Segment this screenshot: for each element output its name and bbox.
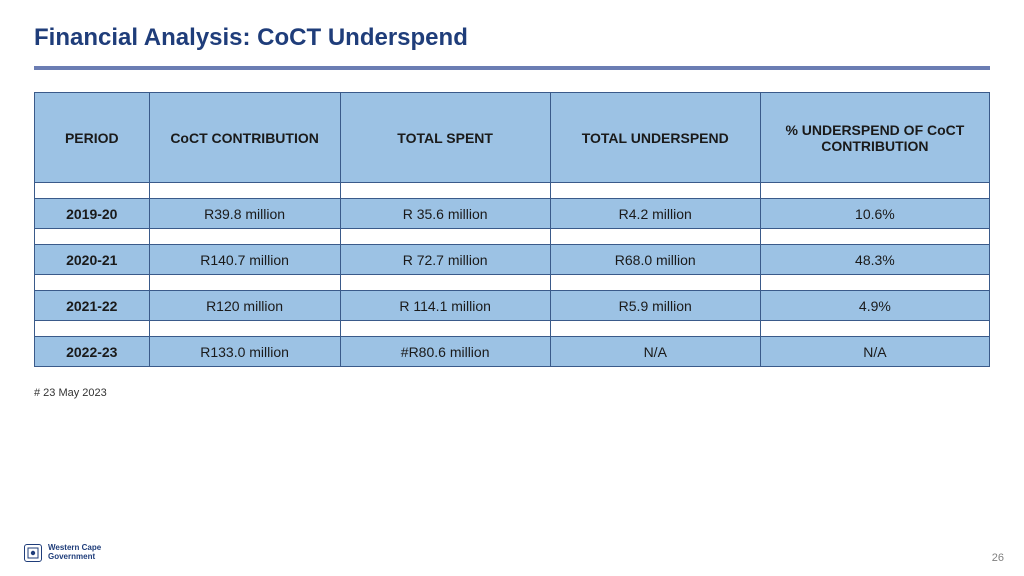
cell-underspend: N/A [550, 337, 760, 367]
table-spacer [35, 321, 990, 337]
underspend-table: PERIOD CoCT CONTRIBUTION TOTAL SPENT TOT… [34, 92, 990, 367]
table-row: 2022-23 R133.0 million #R80.6 million N/… [35, 337, 990, 367]
page-number: 26 [992, 552, 1004, 564]
cell-pct: 48.3% [760, 245, 989, 275]
cell-pct: N/A [760, 337, 989, 367]
cell-contribution: R133.0 million [149, 337, 340, 367]
footer-brand: Western Cape Government [24, 544, 101, 562]
cell-pct: 10.6% [760, 199, 989, 229]
table-row: 2021-22 R120 million R 114.1 million R5.… [35, 291, 990, 321]
col-header-contribution: CoCT CONTRIBUTION [149, 93, 340, 183]
cell-contribution: R140.7 million [149, 245, 340, 275]
table-header-row: PERIOD CoCT CONTRIBUTION TOTAL SPENT TOT… [35, 93, 990, 183]
cell-period: 2020-21 [35, 245, 150, 275]
table-row: 2020-21 R140.7 million R 72.7 million R6… [35, 245, 990, 275]
table-spacer [35, 275, 990, 291]
cell-underspend: R4.2 million [550, 199, 760, 229]
brand-text: Western Cape Government [48, 544, 101, 562]
cell-spent: #R80.6 million [340, 337, 550, 367]
cell-pct: 4.9% [760, 291, 989, 321]
cell-spent: R 114.1 million [340, 291, 550, 321]
footnote: # 23 May 2023 [34, 387, 990, 399]
slide: Financial Analysis: CoCT Underspend PERI… [0, 0, 1024, 576]
cell-period: 2019-20 [35, 199, 150, 229]
title-divider [34, 66, 990, 70]
cell-period: 2022-23 [35, 337, 150, 367]
col-header-period: PERIOD [35, 93, 150, 183]
brand-line2: Government [48, 553, 101, 562]
col-header-underspend: TOTAL UNDERSPEND [550, 93, 760, 183]
table-spacer [35, 229, 990, 245]
cell-spent: R 35.6 million [340, 199, 550, 229]
wc-logo-icon [24, 544, 42, 562]
page-title: Financial Analysis: CoCT Underspend [34, 24, 990, 52]
cell-contribution: R39.8 million [149, 199, 340, 229]
cell-underspend: R68.0 million [550, 245, 760, 275]
cell-period: 2021-22 [35, 291, 150, 321]
cell-underspend: R5.9 million [550, 291, 760, 321]
cell-spent: R 72.7 million [340, 245, 550, 275]
table-spacer [35, 183, 990, 199]
col-header-pct: % UNDERSPEND OF CoCT CONTRIBUTION [760, 93, 989, 183]
col-header-spent: TOTAL SPENT [340, 93, 550, 183]
table-row: 2019-20 R39.8 million R 35.6 million R4.… [35, 199, 990, 229]
cell-contribution: R120 million [149, 291, 340, 321]
